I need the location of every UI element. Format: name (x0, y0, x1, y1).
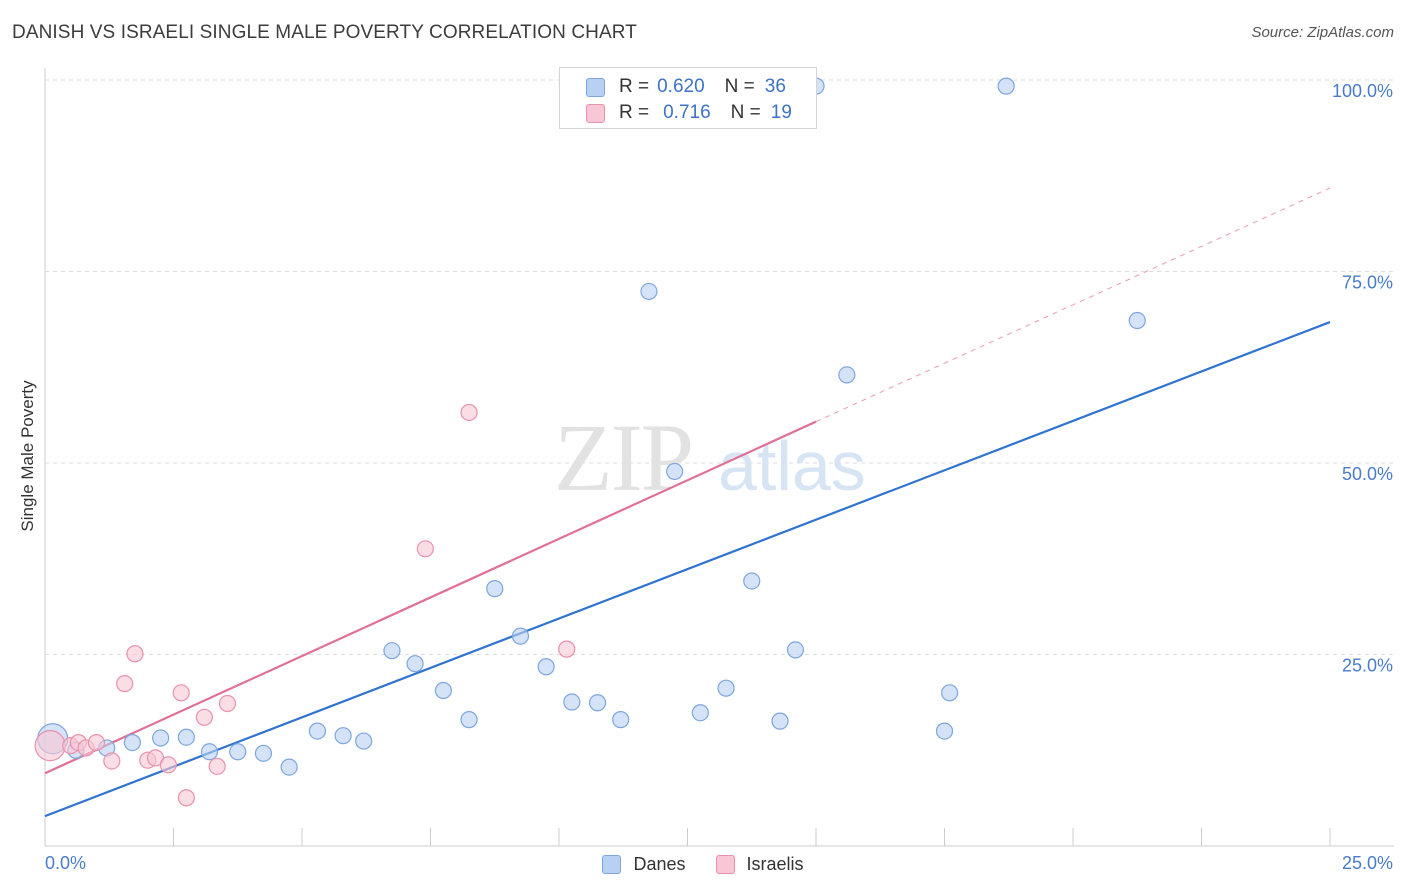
points-layer (34, 77, 1146, 807)
israelis-trend-line (44, 420, 817, 775)
israelis-point (116, 675, 134, 693)
danes-point (935, 722, 954, 740)
israelis-point (126, 645, 144, 663)
danes-point (383, 642, 401, 660)
danes-point (997, 77, 1015, 95)
danes-point (355, 732, 373, 750)
danes-point (200, 743, 219, 761)
danes-point (460, 711, 478, 729)
danes-point (434, 681, 452, 700)
israelis-point (103, 752, 121, 770)
watermark: ZIP atlas (554, 404, 866, 511)
y-tick-label: 100.0% (1332, 81, 1393, 101)
israelis-swatch (715, 854, 735, 874)
israelis-point (416, 540, 434, 558)
danes-point (717, 679, 735, 697)
danes-point (177, 728, 195, 746)
danes-point (941, 684, 959, 702)
legend-row-israelis: R = 0.716 N = 19 (586, 101, 792, 125)
israelis-point (218, 694, 237, 713)
danes-point (308, 722, 327, 740)
israelis-point (208, 757, 226, 775)
israelis-point (172, 684, 190, 702)
x-tick-label: 0.0% (45, 853, 86, 873)
correlation-legend: R = 0.620 N = 36 R = 0.716 N = 19 (559, 67, 817, 129)
legend-r-label: R = (619, 102, 650, 123)
danes-point (537, 658, 555, 676)
legend-r-label: R = (619, 76, 650, 97)
y-tick-label: 75.0% (1342, 273, 1393, 293)
danes-point (612, 711, 630, 729)
danes-point (743, 572, 761, 590)
legend-n-value: 19 (770, 102, 792, 123)
chart-title: DANISH VS ISRAELI SINGLE MALE POVERTY CO… (12, 22, 637, 43)
danes-point (691, 704, 709, 722)
danes-trend-line (44, 321, 1331, 818)
israelis-point (177, 789, 195, 807)
danes-point (640, 282, 658, 301)
danes-point (1128, 311, 1146, 330)
source-label: Source: ZipAtlas.com (1251, 24, 1394, 41)
x-tick-label: 25.0% (1342, 853, 1393, 873)
watermark-atlas: atlas (718, 427, 866, 505)
y-tick-label: 25.0% (1342, 656, 1393, 676)
ticks-layer: 25.0% 50.0% 75.0% 100.0% 0.0% 25.0% (44, 81, 1393, 873)
danes-point (771, 712, 789, 730)
israelis-point (87, 733, 106, 752)
danes-point (334, 727, 352, 745)
israelis-point (34, 730, 66, 762)
trend-layer (44, 187, 1331, 818)
danes-point (666, 462, 684, 481)
danes-swatch (586, 77, 605, 97)
danes-point (123, 733, 141, 752)
danes-point (280, 758, 298, 776)
israelis-point (460, 403, 478, 422)
danes-point (486, 580, 504, 598)
israelis-trend-extension (815, 187, 1331, 423)
danes-point (229, 743, 247, 761)
danes-point (254, 744, 273, 762)
watermark-zip: ZIP (554, 404, 692, 511)
danes-point (563, 693, 581, 711)
israelis-point (195, 708, 213, 726)
israelis-point (558, 640, 576, 658)
series-legend: Danes Israelis (0, 851, 1406, 877)
danes-point (786, 641, 805, 659)
legend-r-value: 0.620 (657, 76, 705, 97)
legend-item-danes[interactable]: Danes (602, 851, 686, 877)
danes-point (152, 729, 170, 747)
israelis-swatch (586, 103, 605, 123)
danes-point (588, 694, 607, 712)
danes-point (511, 627, 530, 645)
legend-item-israelis[interactable]: Israelis (715, 851, 804, 877)
legend-label-danes: Danes (633, 853, 686, 874)
danes-point (838, 366, 856, 384)
israelis-point (159, 756, 177, 774)
legend-label-israelis: Israelis (746, 853, 804, 874)
danes-swatch (602, 854, 622, 874)
danes-point (406, 655, 424, 673)
legend-row-danes: R = 0.620 N = 36 (586, 75, 786, 99)
legend-n-label: N = (730, 102, 761, 123)
legend-n-label: N = (724, 76, 755, 97)
legend-n-value: 36 (764, 76, 786, 97)
y-tick-label: 50.0% (1342, 464, 1393, 484)
legend-r-value: 0.716 (663, 102, 711, 123)
